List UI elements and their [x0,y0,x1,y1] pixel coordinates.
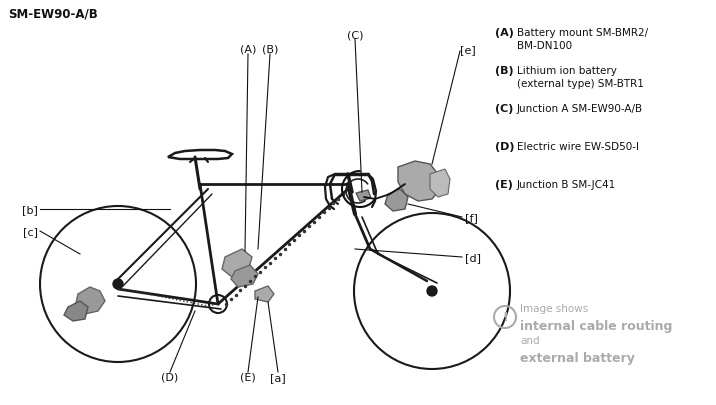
Text: Junction B SM-JC41: Junction B SM-JC41 [517,179,616,190]
Text: !: ! [502,311,508,324]
Text: (B): (B) [262,45,279,55]
Circle shape [427,286,437,296]
Text: (E): (E) [240,372,256,382]
Text: (external type) SM-BTR1: (external type) SM-BTR1 [517,79,644,89]
Polygon shape [64,301,88,321]
Text: (C): (C) [495,104,513,114]
Text: [e]: [e] [460,45,476,55]
Polygon shape [255,286,274,302]
Polygon shape [75,287,105,314]
Polygon shape [356,190,371,202]
Text: (B): (B) [495,66,513,76]
Text: internal cable routing: internal cable routing [520,319,672,332]
Polygon shape [398,162,440,202]
Polygon shape [385,190,408,211]
Polygon shape [231,265,258,287]
Text: (D): (D) [495,142,515,151]
Text: [d]: [d] [465,252,481,262]
Polygon shape [430,170,450,198]
Text: (A): (A) [240,45,256,55]
Text: and: and [520,335,540,345]
Text: (E): (E) [495,179,513,190]
Text: SM-EW90-A/B: SM-EW90-A/B [8,7,98,20]
Text: Image shows: Image shows [520,303,589,313]
Polygon shape [222,249,252,277]
Text: [b]: [b] [22,205,38,215]
Text: Electric wire EW-SD50-I: Electric wire EW-SD50-I [517,142,639,151]
Text: (A): (A) [495,28,514,38]
Text: (D): (D) [161,372,178,382]
Text: [f]: [f] [465,213,478,222]
Text: external battery: external battery [520,351,635,364]
Text: Lithium ion battery: Lithium ion battery [517,66,617,76]
Text: [a]: [a] [270,372,286,382]
Text: Junction A SM-EW90-A/B: Junction A SM-EW90-A/B [517,104,643,114]
Text: Battery mount SM-BMR2/: Battery mount SM-BMR2/ [517,28,648,38]
Circle shape [113,279,123,289]
Text: [c]: [c] [23,226,38,237]
Text: BM-DN100: BM-DN100 [517,41,572,51]
Text: (C): (C) [347,30,363,40]
